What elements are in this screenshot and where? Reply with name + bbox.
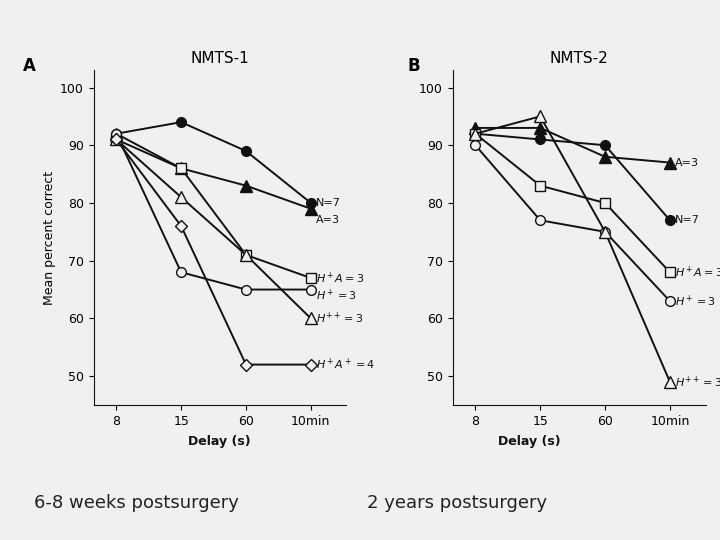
Text: Delay (s): Delay (s) (189, 435, 251, 449)
Text: A=3: A=3 (675, 158, 699, 167)
Text: $H^+=3$: $H^+=3$ (316, 288, 357, 303)
Text: $H^+A=3$: $H^+A=3$ (675, 265, 720, 280)
Text: $H^+A^+=4$: $H^+A^+=4$ (316, 357, 375, 372)
Title: NMTS-2: NMTS-2 (550, 51, 608, 66)
Text: 2 years postsurgery: 2 years postsurgery (367, 494, 547, 511)
Text: $H^{++}=3$: $H^{++}=3$ (675, 374, 720, 389)
Text: A=3: A=3 (316, 215, 340, 225)
Text: B: B (408, 57, 420, 75)
Text: N=7: N=7 (316, 198, 341, 208)
Y-axis label: Mean percent correct: Mean percent correct (42, 171, 56, 305)
Text: A: A (23, 57, 36, 75)
Text: N=7: N=7 (675, 215, 700, 225)
Text: Delay (s): Delay (s) (498, 435, 560, 449)
Text: $H^{++}=3$: $H^{++}=3$ (316, 310, 364, 326)
Text: $H^+=3$: $H^+=3$ (675, 293, 716, 309)
Text: $H^+A=3$: $H^+A=3$ (316, 271, 364, 286)
Title: NMTS-1: NMTS-1 (191, 51, 249, 66)
Text: 6-8 weeks postsurgery: 6-8 weeks postsurgery (35, 494, 239, 511)
